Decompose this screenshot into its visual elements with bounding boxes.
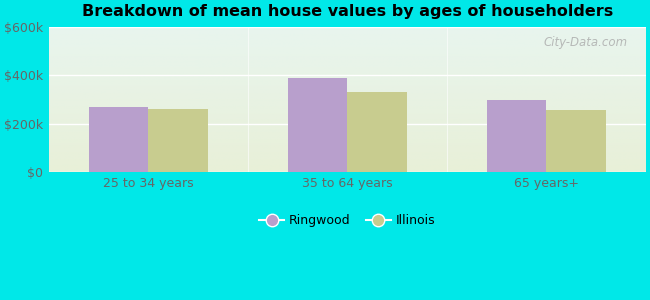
Bar xyxy=(347,92,407,172)
Bar xyxy=(288,78,347,172)
Legend: Ringwood, Illinois: Ringwood, Illinois xyxy=(254,209,441,232)
Bar xyxy=(88,107,148,172)
Bar xyxy=(547,110,606,172)
Bar xyxy=(487,100,547,172)
Title: Breakdown of mean house values by ages of householders: Breakdown of mean house values by ages o… xyxy=(82,4,613,19)
Text: City-Data.com: City-Data.com xyxy=(544,36,628,49)
Bar xyxy=(148,109,208,172)
